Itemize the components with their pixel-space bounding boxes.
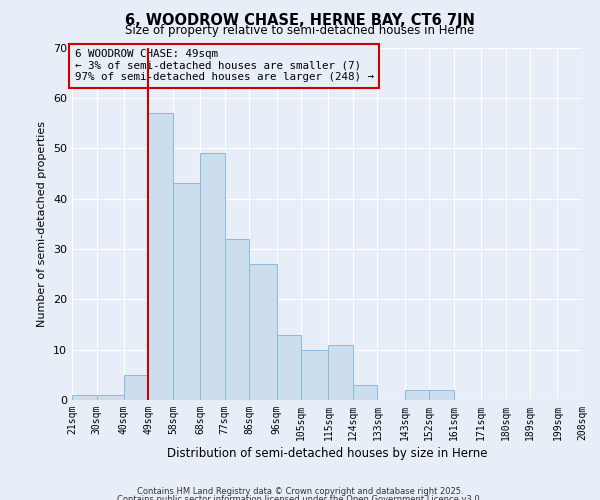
Y-axis label: Number of semi-detached properties: Number of semi-detached properties: [37, 120, 47, 327]
Text: Contains HM Land Registry data © Crown copyright and database right 2025.: Contains HM Land Registry data © Crown c…: [137, 488, 463, 496]
Bar: [249, 264, 277, 400]
Bar: [97, 395, 124, 400]
Bar: [225, 239, 249, 400]
Bar: [328, 344, 353, 400]
Text: 6, WOODROW CHASE, HERNE BAY, CT6 7JN: 6, WOODROW CHASE, HERNE BAY, CT6 7JN: [125, 12, 475, 28]
Bar: [173, 184, 200, 400]
Bar: [277, 334, 301, 400]
Bar: [124, 375, 148, 400]
X-axis label: Distribution of semi-detached houses by size in Herne: Distribution of semi-detached houses by …: [167, 447, 487, 460]
Bar: [301, 350, 328, 400]
Bar: [72, 395, 97, 400]
Bar: [200, 153, 225, 400]
Text: Contains public sector information licensed under the Open Government Licence v3: Contains public sector information licen…: [118, 495, 482, 500]
Bar: [405, 390, 429, 400]
Bar: [429, 390, 454, 400]
Bar: [353, 385, 377, 400]
Text: 6 WOODROW CHASE: 49sqm
← 3% of semi-detached houses are smaller (7)
97% of semi-: 6 WOODROW CHASE: 49sqm ← 3% of semi-deta…: [74, 50, 374, 82]
Bar: [148, 113, 173, 400]
Text: Size of property relative to semi-detached houses in Herne: Size of property relative to semi-detach…: [125, 24, 475, 37]
